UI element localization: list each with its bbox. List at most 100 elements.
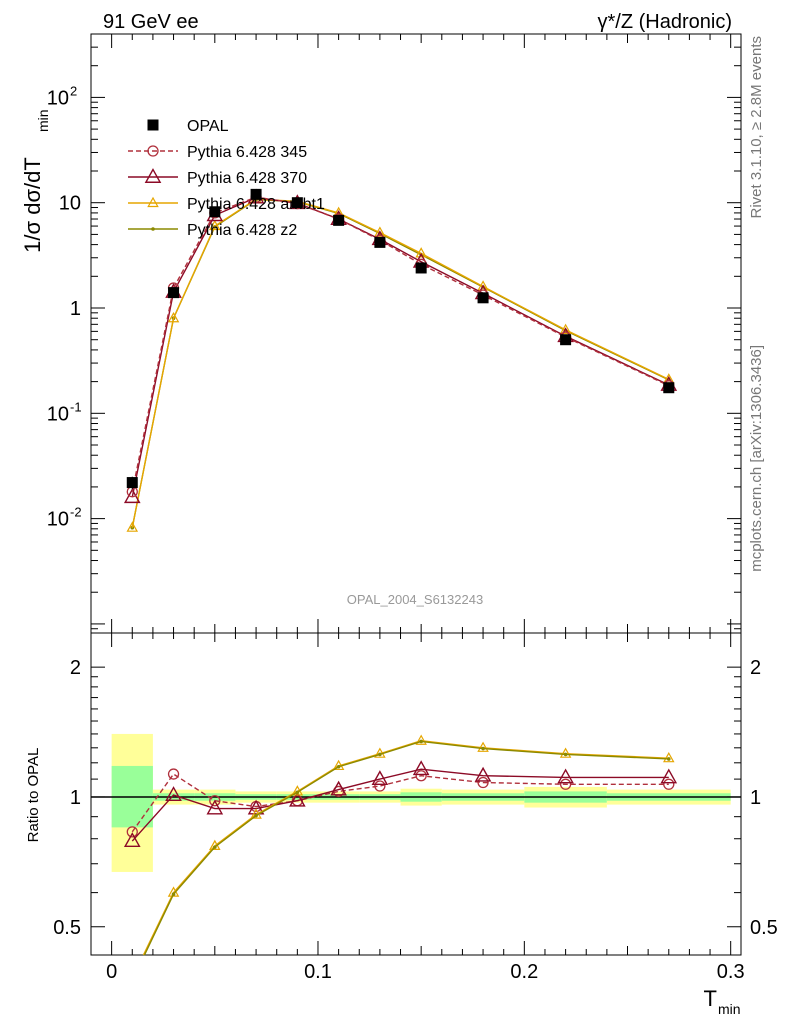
- ratio-y-tick-label: 2: [70, 657, 81, 679]
- series-line: [131, 198, 670, 528]
- ratio-data-point: [660, 768, 678, 784]
- data-point: [209, 219, 221, 231]
- ratio-uncertainty-bands: [91, 733, 741, 872]
- ratio-data-point: [171, 892, 176, 896]
- x-axis-title: T: [704, 986, 717, 1011]
- ratio-data-point: [213, 845, 217, 849]
- data-point: [560, 334, 572, 346]
- series-line: [131, 198, 670, 528]
- ratio-y-tick-label: 0.5: [53, 917, 81, 939]
- ratio-data-point: [254, 813, 258, 818]
- ratio-y-tick-label-right: 0.5: [750, 917, 778, 939]
- ratio-data-point: [559, 778, 572, 790]
- ratio-data-point: [559, 747, 572, 758]
- data-point: [663, 382, 675, 394]
- ratio-data-point: [374, 747, 386, 758]
- ratio-panel-frame: [90, 632, 742, 956]
- main-panel-series: [123, 188, 678, 532]
- ratio-data-point: [477, 776, 489, 789]
- x-tick-label: 0.1: [304, 961, 332, 983]
- ratio-series-line: [131, 768, 669, 842]
- y-tick-label: 1: [70, 298, 81, 320]
- ratio-series-line: [143, 740, 669, 956]
- ratio-y-tick-label-right: 2: [750, 657, 761, 679]
- data-point: [374, 236, 386, 248]
- y-tick-label: 10: [59, 193, 81, 215]
- header-right-label: γ*/Z (Hadronic): [598, 11, 732, 33]
- legend-marker: [144, 168, 162, 183]
- ratio-data-point: [167, 768, 180, 780]
- ratio-data-point: [332, 759, 345, 771]
- ratio-data-point: [295, 790, 300, 795]
- ratio-data-point: [663, 751, 675, 763]
- header-left-label: 91 GeV ee: [103, 11, 199, 33]
- ratio-data-point: [206, 799, 224, 815]
- ratio-data-point: [336, 764, 341, 769]
- x-tick-label: 0.3: [717, 961, 745, 983]
- ratio-data-point: [289, 791, 306, 807]
- ratio-data-point: [415, 770, 427, 782]
- data-point: [415, 262, 427, 274]
- y-tick-label: 10: [47, 509, 69, 531]
- data-point: [209, 206, 221, 218]
- ratio-data-point: [474, 766, 492, 782]
- ratio-series-line: [131, 773, 669, 833]
- y-axis-title-subscript: min: [35, 109, 51, 132]
- y-axis-title-ratio: Ratio to OPAL: [25, 748, 42, 843]
- ratio-y-axis-title: Ratio to OPAL: [25, 748, 42, 843]
- ratio-data-point: [481, 746, 485, 751]
- ratio-data-point: [165, 786, 182, 802]
- ratio-panel-axes: 0 0.1 0.2 0.3T min 0.5 0.5 1 1 2 2 Ratio to OPAL: [25, 632, 778, 1017]
- ratio-panel-series: [123, 734, 678, 956]
- y-tick-label: 10: [47, 87, 69, 109]
- y-tick-label-exponent: -1: [70, 399, 82, 414]
- ratio-data-point: [663, 778, 675, 790]
- ratio-y-tick-label: 1: [70, 787, 81, 809]
- legend-label: Pythia 6.428 z2: [187, 222, 297, 239]
- ratio-data-point: [378, 752, 382, 757]
- data-point: [168, 287, 180, 299]
- legend: OPAL Pythia 6.428 345 Pythia 6.428 370 Pyth…: [128, 118, 325, 239]
- legend-label: Pythia 6.428 345: [187, 144, 307, 161]
- ratio-data-point: [666, 757, 671, 761]
- ratio-y-tick-label-right: 1: [750, 787, 761, 809]
- data-point: [333, 214, 345, 226]
- ratio-data-point: [330, 780, 347, 796]
- series-line: [131, 196, 670, 492]
- data-point: [415, 247, 427, 258]
- y-axis-title-text: 1/σ dσ/dT: [20, 157, 45, 253]
- ratio-data-point: [563, 752, 568, 757]
- watermark-analysis-id: OPAL_2004_S6132243: [347, 592, 483, 607]
- ratio-data-point: [412, 760, 430, 776]
- side-label-rivet: Rivet 3.1.10, ≥ 2.8M events: [748, 36, 765, 219]
- x-axis-title-subscript: min: [718, 1001, 741, 1017]
- ratio-data-point: [477, 741, 489, 752]
- ratio-data-point: [557, 768, 574, 784]
- x-tick-label: 0.2: [510, 961, 538, 983]
- y-tick-label-exponent: -2: [70, 505, 82, 520]
- ratio-data-point: [374, 780, 386, 792]
- y-tick-label-exponent: 2: [70, 83, 77, 98]
- legend-marker: [147, 196, 159, 208]
- legend-label: OPAL: [187, 118, 229, 135]
- ratio-data-point: [415, 734, 427, 745]
- legend-marker: [151, 227, 155, 231]
- data-point: [374, 226, 386, 237]
- ratio-data-point: [419, 739, 423, 744]
- side-label-mcplots: mcplots.cern.ch [arXiv:1306.3436]: [748, 345, 765, 572]
- data-point: [126, 477, 138, 489]
- legend-marker: [147, 145, 159, 157]
- ratio-data-point: [371, 770, 389, 786]
- y-axis-title-main: 1/σ dσ/dT min: [20, 109, 51, 252]
- legend-label: Pythia 6.428 ambt1: [187, 196, 325, 213]
- data-point: [477, 292, 489, 304]
- ratio-data-point: [123, 832, 141, 848]
- data-point: [291, 197, 303, 209]
- data-point: [167, 311, 180, 323]
- data-point: [559, 323, 572, 334]
- legend-marker: [147, 119, 159, 131]
- ratio-data-point: [247, 799, 265, 815]
- y-tick-label: 10: [47, 403, 69, 425]
- data-point: [126, 521, 139, 532]
